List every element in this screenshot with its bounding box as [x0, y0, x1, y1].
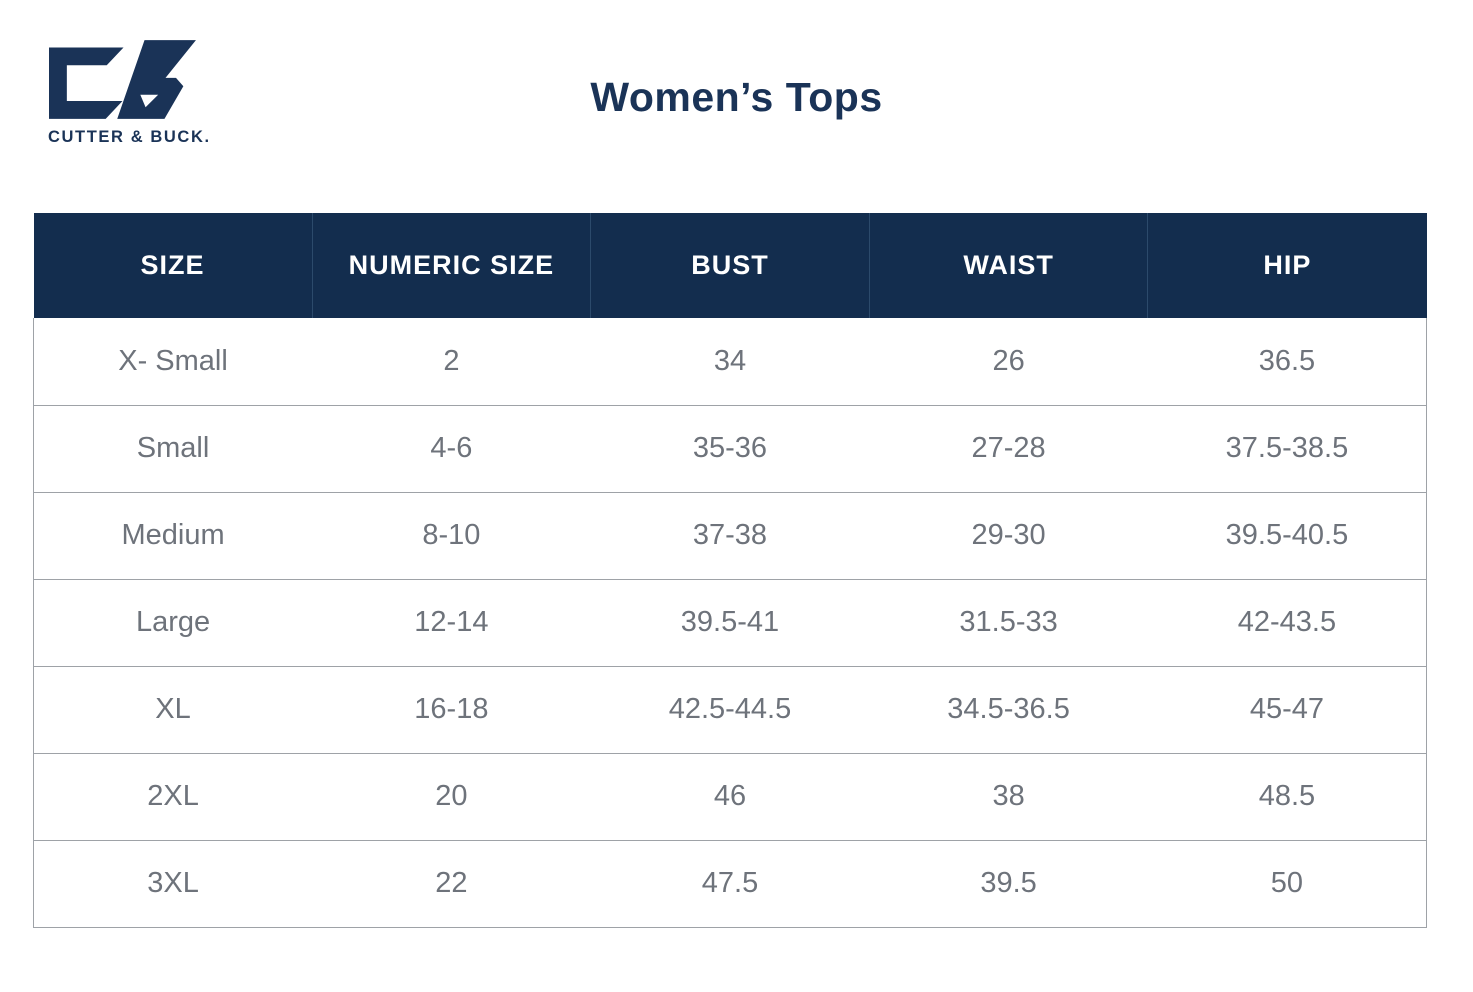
table-cell: 37.5-38.5: [1147, 405, 1427, 493]
table-cell: 36.5: [1147, 318, 1427, 406]
column-header: NUMERIC SIZE: [311, 213, 591, 318]
table-body: X- Small 2 34 26 36.5 Small 4-6 35-36 27-28 37.5-…: [33, 318, 1427, 928]
table-cell: 2XL: [33, 753, 313, 841]
column-header: SIZE: [33, 213, 313, 318]
table-head: SIZE NUMERIC SIZE BUST WAIST HIP: [33, 213, 1427, 318]
cb-monogram-icon: [49, 40, 196, 119]
cutter-buck-logo: CUTTER & BUCK.: [48, 36, 211, 147]
table-cell: Medium: [33, 492, 313, 580]
table-row: 2XL 20 46 38 48.5: [33, 753, 1427, 841]
table-row: XL 16-18 42.5-44.5 34.5-36.5 45-47: [33, 666, 1427, 754]
table-header-row: SIZE NUMERIC SIZE BUST WAIST HIP: [33, 213, 1427, 318]
table-cell: 47.5: [590, 840, 870, 928]
table-cell: Large: [33, 579, 313, 667]
table-cell: 27-28: [869, 405, 1148, 493]
table-cell: 12-14: [312, 579, 591, 667]
size-chart-table: SIZE NUMERIC SIZE BUST WAIST HIP X- Small 2 34…: [33, 213, 1427, 928]
table-cell: 39.5-40.5: [1147, 492, 1427, 580]
table-row: Large 12-14 39.5-41 31.5-33 42-43.5: [33, 579, 1427, 667]
table-cell: Small: [33, 405, 313, 493]
table-cell: 8-10: [312, 492, 591, 580]
table-cell: 16-18: [312, 666, 591, 754]
table-cell: 29-30: [869, 492, 1148, 580]
table-cell: 42.5-44.5: [590, 666, 870, 754]
brand-name: CUTTER & BUCK.: [48, 128, 211, 146]
table-cell: 2: [312, 318, 591, 406]
table-cell: 20: [312, 753, 591, 841]
table-cell: 3XL: [33, 840, 313, 928]
table-cell: 46: [590, 753, 870, 841]
table-cell: 39.5-41: [590, 579, 870, 667]
table-cell: 45-47: [1147, 666, 1427, 754]
table-cell: 50: [1147, 840, 1427, 928]
table-cell: 4-6: [312, 405, 591, 493]
table-cell: XL: [33, 666, 313, 754]
table-cell: 34: [590, 318, 870, 406]
table-cell: 42-43.5: [1147, 579, 1427, 667]
page-title: Women’s Tops: [590, 74, 883, 120]
table-cell: 39.5: [869, 840, 1148, 928]
table-row: Small 4-6 35-36 27-28 37.5-38.5: [33, 405, 1427, 493]
table-row: 3XL 22 47.5 39.5 50: [33, 840, 1427, 928]
table-cell: 34.5-36.5: [869, 666, 1148, 754]
table-cell: 22: [312, 840, 591, 928]
table-cell: 26: [869, 318, 1148, 406]
table-row: X- Small 2 34 26 36.5: [33, 318, 1427, 406]
table-cell: 31.5-33: [869, 579, 1148, 667]
table-cell: 48.5: [1147, 753, 1427, 841]
table-cell: 37-38: [590, 492, 870, 580]
column-header: WAIST: [868, 213, 1148, 318]
table-cell: X- Small: [33, 318, 313, 406]
table-cell: 38: [869, 753, 1148, 841]
table-row: Medium 8-10 37-38 29-30 39.5-40.5: [33, 492, 1427, 580]
column-header: HIP: [1147, 213, 1427, 318]
table-cell: 35-36: [590, 405, 870, 493]
column-header: BUST: [590, 213, 870, 318]
